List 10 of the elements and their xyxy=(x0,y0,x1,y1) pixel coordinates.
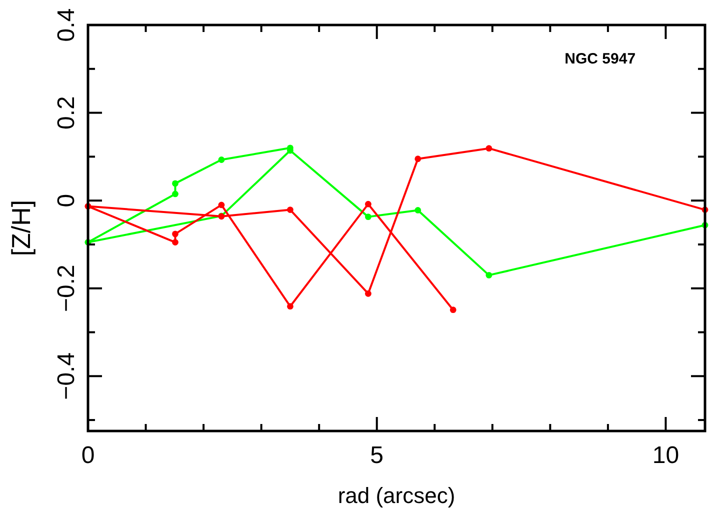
x-axis-title: rad (arcsec) xyxy=(338,483,456,508)
y-tick-label: −0.2 xyxy=(53,264,80,312)
y-axis-title: [Z/H] xyxy=(6,200,36,256)
y-tick-label: −0.4 xyxy=(53,352,80,400)
y-tick-label: 0.4 xyxy=(53,8,80,42)
y-tick-label: 0.2 xyxy=(53,96,80,130)
annotation: NGC 5947 xyxy=(564,50,636,68)
x-tick-label: 10 xyxy=(652,442,680,469)
y-tick-label: 0 xyxy=(53,194,80,208)
x-tick-label: 5 xyxy=(370,442,384,469)
